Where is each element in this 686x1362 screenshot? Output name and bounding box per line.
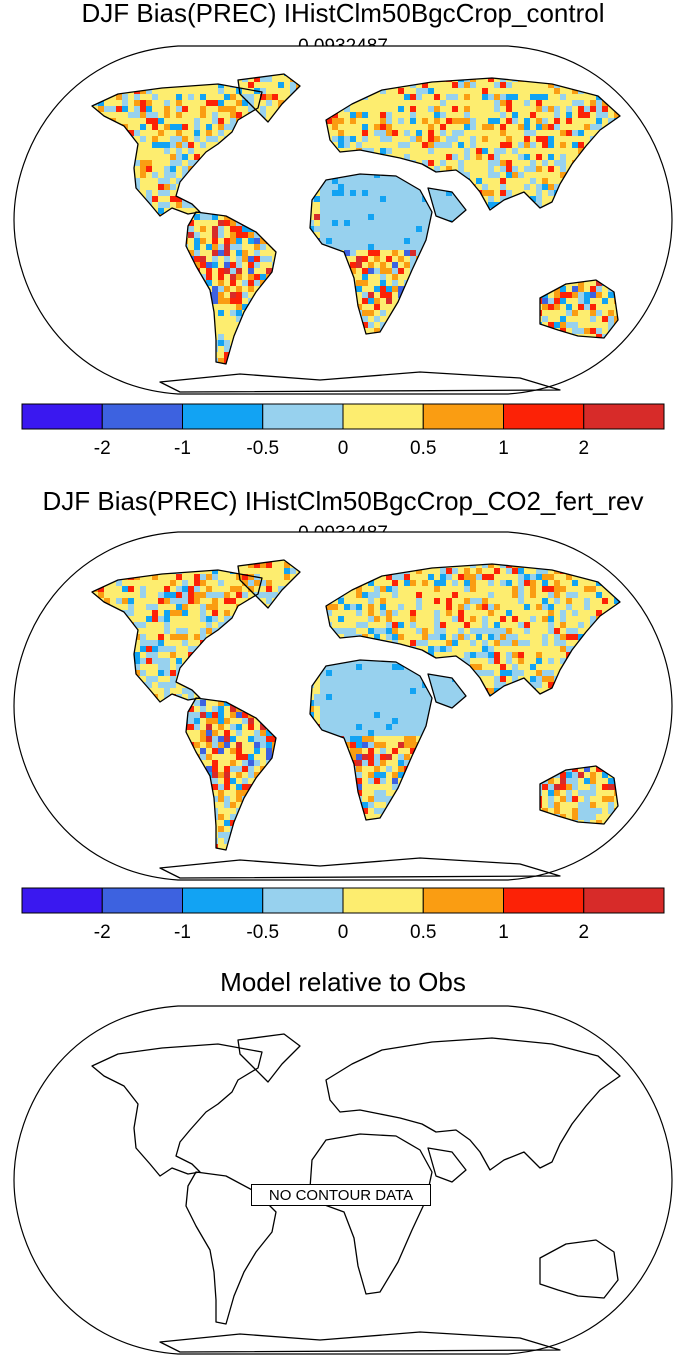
colorbar-box — [503, 887, 585, 914]
colorbar-box — [182, 887, 264, 914]
panel1-title: DJF Bias(PREC) IHistClm50BgcCrop_control — [81, 0, 605, 28]
colorbar-box — [101, 887, 183, 914]
panel1-colorbar: -2 -1 -0.5 0 0.5 1 2 — [21, 403, 665, 459]
greenland-coastline — [237, 1033, 301, 1083]
antarctica-coastline — [159, 371, 561, 393]
globe-background — [14, 1006, 672, 1354]
colorbar-box — [503, 403, 585, 430]
colorbar-label: 0 — [338, 438, 349, 459]
arabia-coastline — [427, 673, 467, 709]
colorbar-label: -2 — [94, 922, 111, 943]
south-america-coastline — [185, 697, 277, 851]
colorbar-box — [583, 403, 665, 430]
panel3-map — [13, 1005, 673, 1355]
colorbar-label: 1 — [498, 438, 509, 459]
colorbar-label: -0.5 — [246, 922, 279, 943]
north-america-coastline — [91, 83, 263, 217]
panel2-colorbar: -2 -1 -0.5 0 0.5 1 2 — [21, 887, 665, 943]
australia-coastline — [539, 1239, 619, 1299]
greenland-coastline — [237, 73, 301, 123]
eurasia-coastline — [325, 77, 621, 211]
panel2-map — [13, 531, 673, 881]
colorbar-box — [262, 887, 344, 914]
colorbar-label: 1 — [498, 922, 509, 943]
panel1-map — [13, 45, 673, 395]
colorbar-box — [422, 403, 504, 430]
arabia-coastline — [427, 187, 467, 223]
antarctica-coastline — [159, 1331, 561, 1353]
colorbar-label: 2 — [578, 438, 589, 459]
colorbar-label: -1 — [174, 922, 191, 943]
australia-coastline — [539, 279, 619, 339]
colorbar-label: 0.5 — [410, 922, 436, 943]
colorbar-label: 0 — [338, 922, 349, 943]
globe-border — [13, 1005, 673, 1355]
colorbar-label: -0.5 — [246, 438, 279, 459]
colorbar-box — [342, 887, 424, 914]
colorbar-box — [262, 403, 344, 430]
colorbar-box — [583, 887, 665, 914]
colorbar-box — [21, 887, 103, 914]
colorbar-label: -2 — [94, 438, 111, 459]
colorbar-label: 2 — [578, 922, 589, 943]
africa-coastline — [309, 173, 433, 335]
greenland-coastline — [237, 559, 301, 609]
panel3-title: Model relative to Obs — [220, 967, 466, 997]
colorbar-label: -1 — [174, 438, 191, 459]
north-america-coastline — [91, 1043, 263, 1177]
eurasia-coastline — [325, 563, 621, 697]
colorbar-box — [21, 403, 103, 430]
eurasia-coastline — [325, 1037, 621, 1171]
arabia-coastline — [427, 1147, 467, 1183]
panel2-title: DJF Bias(PREC) IHistClm50BgcCrop_CO2_fer… — [42, 486, 644, 516]
north-america-coastline — [91, 569, 263, 703]
globe-border — [13, 531, 673, 881]
south-america-coastline — [185, 211, 277, 365]
africa-coastline — [309, 659, 433, 821]
antarctica-coastline — [159, 857, 561, 879]
colorbar-box — [101, 403, 183, 430]
no-contour-data-label: NO CONTOUR DATA — [251, 1184, 431, 1206]
colorbar-box — [182, 403, 264, 430]
australia-coastline — [539, 765, 619, 825]
colorbar-box — [422, 887, 504, 914]
colorbar-label: 0.5 — [410, 438, 436, 459]
colorbar-box — [342, 403, 424, 430]
globe-border — [13, 45, 673, 395]
